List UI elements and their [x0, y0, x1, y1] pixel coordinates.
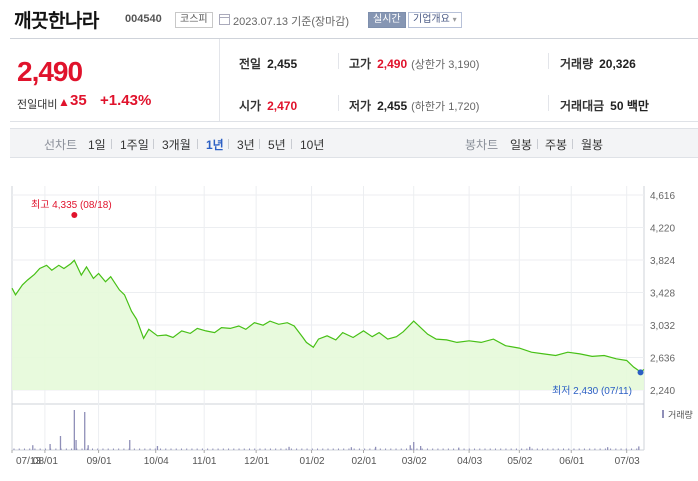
current-price: 2,490	[17, 56, 83, 87]
volume-legend-swatch	[662, 410, 664, 418]
period-toolbar: 선차트 1일 1주일 3개월 1년 3년 5년 10년 봉차트 일봉 주봉 월봉	[10, 128, 698, 158]
line-chart-label: 선차트	[44, 138, 78, 152]
x-tick-label: 10/04	[144, 456, 169, 467]
up-triangle-icon: ▲	[58, 95, 70, 109]
stat-prev-close: 전일 2,455	[239, 55, 297, 72]
company-overview-button[interactable]: 기업개요 ▾	[408, 12, 462, 28]
x-tick-label: 07/03	[615, 456, 640, 467]
divider	[548, 95, 549, 111]
x-tick-label: 05/02	[507, 456, 532, 467]
min-price-marker	[637, 369, 644, 376]
candle-chart-label: 봉차트	[465, 138, 499, 152]
stat-label: 고가	[349, 57, 372, 71]
stat-open: 시가 2,470	[239, 97, 297, 114]
max-price-marker	[71, 212, 78, 218]
candle-weekly[interactable]: 주봉	[545, 138, 568, 152]
company-overview-label: 기업개요	[413, 14, 450, 25]
y-tick-label: 3,428	[650, 289, 675, 300]
period-3m[interactable]: 3개월	[162, 138, 191, 152]
x-tick-label: 01/02	[300, 456, 325, 467]
period-1w[interactable]: 1주일	[120, 138, 149, 152]
x-tick-label: 08/01	[33, 456, 58, 467]
stat-volume: 거래량 20,326	[560, 55, 636, 72]
stat-label: 전일	[239, 57, 262, 71]
stat-trade-value: 거래대금 50 백만	[560, 97, 649, 114]
separator	[259, 139, 260, 149]
separator	[572, 139, 573, 149]
change-value: 35	[70, 92, 87, 109]
stat-sub: (하한가 1,720)	[411, 101, 480, 113]
divider	[548, 53, 549, 69]
divider	[338, 53, 339, 69]
stat-sub: (상한가 3,190)	[411, 59, 480, 71]
y-tick-label: 3,032	[650, 321, 675, 332]
period-3y[interactable]: 3년	[237, 138, 255, 152]
realtime-button[interactable]: 실시간	[368, 12, 406, 28]
period-10y[interactable]: 10년	[300, 138, 325, 152]
x-tick-label: 02/01	[351, 456, 376, 467]
stat-label: 시가	[239, 99, 262, 113]
market-badge: 코스피	[175, 12, 213, 28]
price-line	[11, 259, 645, 373]
y-tick-label: 2,636	[650, 354, 675, 365]
calendar-icon	[219, 14, 230, 25]
price-chart-svg: 4,616 4,220 3,824 3,428 3,032 2,636 2,240 07/13…	[11, 186, 693, 467]
price-area	[12, 260, 644, 390]
x-tick-label: 11/01	[192, 456, 217, 467]
stat-value: 2,455	[377, 99, 408, 113]
stat-high: 고가 2,490 (상한가 3,190)	[349, 55, 479, 72]
stat-value: 2,455	[267, 57, 298, 71]
period-1d[interactable]: 1일	[88, 138, 106, 152]
candle-daily[interactable]: 일봉	[510, 138, 533, 152]
stock-name: 깨끗한나라	[14, 11, 99, 32]
y-tick-label: 2,240	[650, 386, 675, 397]
separator	[537, 139, 538, 149]
base-date: 2023.07.13 기준(장마감)	[233, 16, 350, 28]
max-price-label: 최고 4,335 (08/18)	[31, 199, 112, 211]
price-summary: 2,490 전일대비 ▲ 35 +1.43% 전일 2,455 고가 2,490 (상…	[10, 38, 698, 122]
x-tick-label: 06/01	[559, 456, 584, 467]
change-label: 전일대비	[17, 99, 58, 111]
separator	[111, 139, 112, 149]
stat-label: 저가	[349, 99, 372, 113]
y-tick-label: 4,220	[650, 224, 675, 235]
stat-label: 거래량	[560, 57, 594, 71]
stat-value: 2,490	[377, 57, 408, 71]
candle-monthly[interactable]: 월봉	[581, 138, 604, 152]
stock-code: 004540	[125, 13, 162, 25]
stat-low: 저가 2,455 (하한가 1,720)	[349, 97, 479, 114]
volume-legend-label: 거래량	[668, 409, 693, 420]
x-tick-label: 07/13	[16, 456, 41, 467]
current-price-box: 2,490 전일대비 ▲ 35 +1.43%	[10, 39, 220, 121]
stat-value: 50 백만	[610, 99, 649, 113]
stock-header: 깨끗한나라 004540 코스피 2023.07.13 기준(장마감) 실시간 …	[0, 0, 698, 38]
min-price-label: 최저 2,430 (07/11)	[552, 385, 632, 397]
separator	[197, 139, 198, 149]
price-chart[interactable]: 4,616 4,220 3,824 3,428 3,032 2,636 2,240 07/13…	[0, 160, 698, 481]
separator	[228, 139, 229, 149]
stat-value: 2,470	[267, 99, 298, 113]
separator	[291, 139, 292, 149]
separator	[153, 139, 154, 149]
period-1y[interactable]: 1년	[206, 138, 224, 152]
change-rate: +1.43%	[100, 92, 152, 109]
chevron-down-icon: ▾	[452, 15, 457, 24]
y-tick-label: 3,824	[650, 256, 675, 267]
x-tick-label: 04/03	[457, 456, 482, 467]
stat-value: 20,326	[599, 57, 636, 71]
x-tick-label: 09/01	[87, 456, 112, 467]
stat-label: 거래대금	[560, 99, 605, 113]
divider	[338, 95, 339, 111]
x-tick-label: 03/02	[402, 456, 427, 467]
x-tick-label: 12/01	[244, 456, 269, 467]
y-tick-label: 4,616	[650, 191, 675, 202]
period-5y[interactable]: 5년	[268, 138, 286, 152]
